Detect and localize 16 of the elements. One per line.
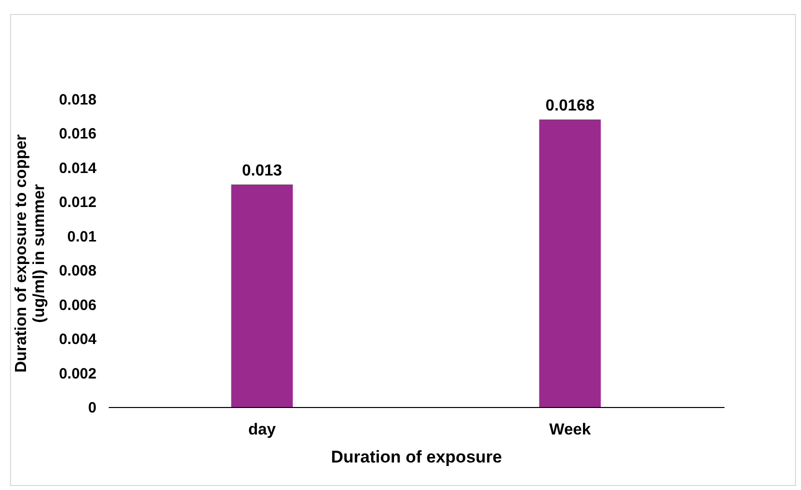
y-tick-label: 0.014 (58, 160, 98, 177)
y-tick-label: 0.016 (58, 126, 96, 143)
y-tick-label: 0.006 (58, 296, 96, 314)
y-tick-label: 0.004 (58, 331, 98, 348)
data-label: 0.013 (242, 162, 282, 180)
x-tick-label: day (248, 422, 276, 438)
y-tick-label: 0.012 (58, 194, 96, 212)
y-tick-label: 0.002 (58, 365, 96, 382)
y-axis-title: Duration of exposure to copper (ug/ml) in summer (12, 134, 48, 373)
x-tick-label: Week (549, 422, 591, 438)
data-label: 0.0168 (546, 98, 595, 115)
x-axis-title: Duration of exposure (331, 448, 502, 466)
y-tick-label: 0.018 (58, 92, 96, 108)
y-tick-label: 0.008 (58, 262, 96, 280)
y-tick-label: 0.01 (67, 228, 96, 246)
y-tick-label: 0 (88, 400, 96, 416)
